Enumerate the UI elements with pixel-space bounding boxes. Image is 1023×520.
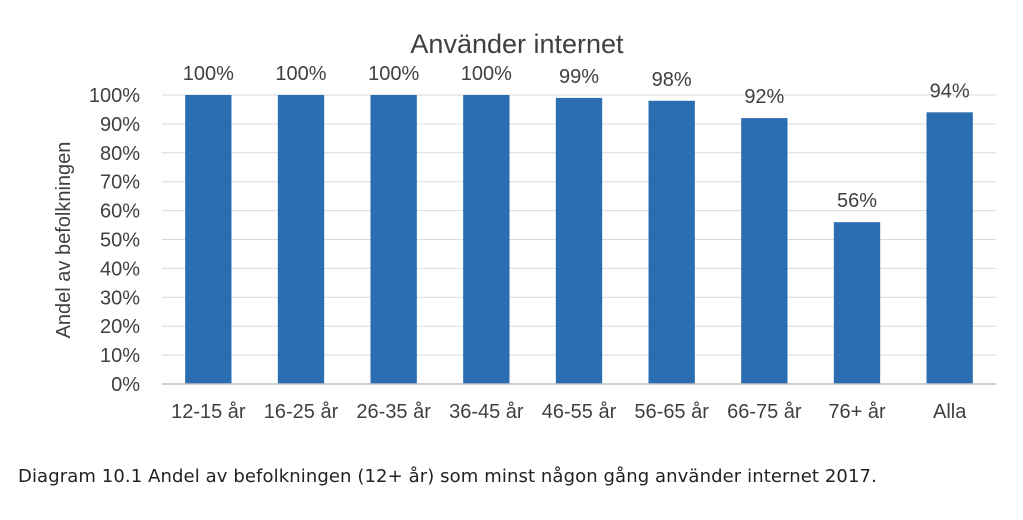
bar <box>277 95 325 384</box>
y-tick-label: 60% <box>100 201 140 223</box>
x-tick-label: 76+ år <box>828 401 886 423</box>
y-tick-label: 30% <box>100 287 140 309</box>
x-tick-label: 26-35 år <box>356 401 431 423</box>
data-label: 94% <box>930 80 970 102</box>
bar <box>926 112 973 384</box>
x-tick-label: Alla <box>933 401 967 423</box>
data-label: 100% <box>461 63 512 85</box>
bar <box>463 95 510 384</box>
bar <box>648 100 695 384</box>
x-tick-label: 46-55 år <box>542 401 617 423</box>
y-tick-label: 0% <box>111 374 140 396</box>
y-tick-label: 90% <box>100 114 140 136</box>
data-label: 92% <box>744 86 784 108</box>
data-labels: 100% 100% 100% 100% 99% 98% 92% 56% 94% <box>183 63 970 212</box>
y-tick-label: 70% <box>100 172 140 194</box>
chart-title: Använder internet <box>410 29 624 59</box>
y-tick-label: 20% <box>100 316 140 338</box>
y-tick-label: 80% <box>100 143 140 165</box>
y-tick-label: 50% <box>100 230 140 252</box>
x-tick-label: 12-15 år <box>171 401 246 423</box>
data-label: 56% <box>837 190 877 212</box>
bars <box>185 95 973 385</box>
y-axis-label: Andel av befolkningen <box>53 142 75 339</box>
data-label: 100% <box>275 63 326 85</box>
bar <box>370 95 417 384</box>
data-label: 99% <box>559 66 599 88</box>
data-label: 100% <box>368 63 419 85</box>
x-tick-label: 36-45 år <box>449 401 524 423</box>
bar <box>185 95 232 384</box>
x-axis-ticks: 12-15 år 16-25 år 26-35 år 36-45 år 46-55 år… <box>171 401 967 423</box>
y-tick-label: 10% <box>100 345 140 367</box>
figure-caption: Diagram 10.1 Andel av befolkningen (12+ … <box>18 466 877 487</box>
y-tick-label: 100% <box>89 85 140 107</box>
x-tick-label: 66-75 år <box>727 401 802 423</box>
x-tick-label: 16-25 år <box>264 401 339 423</box>
x-tick-label: 56-65 år <box>634 401 709 423</box>
bar <box>555 97 603 384</box>
data-label: 100% <box>183 63 234 85</box>
bar <box>741 118 788 385</box>
chart: 100% 100% 100% 100% 99% 98% 92% 56% 94% 0% 10% 20%… <box>53 29 996 423</box>
bar <box>833 222 881 384</box>
y-tick-label: 40% <box>100 258 140 280</box>
y-axis-ticks: 0% 10% 20% 30% 40% 50% 60% 70% 80% 90% 100% <box>89 85 140 396</box>
data-label: 98% <box>652 69 692 91</box>
